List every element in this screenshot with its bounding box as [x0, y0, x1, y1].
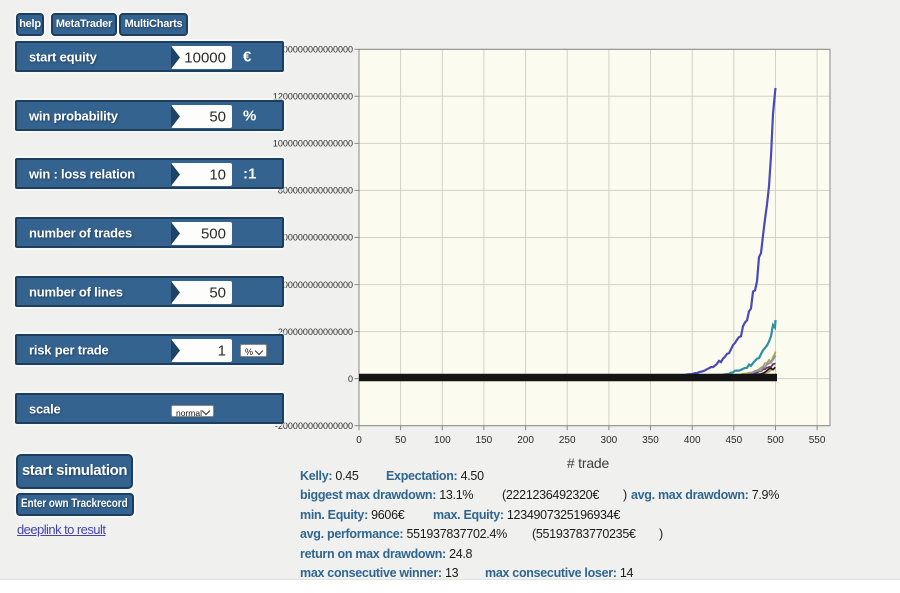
- svg-text:-200000000000000: -200000000000000: [275, 421, 353, 431]
- svg-text:# trade: # trade: [567, 455, 610, 471]
- svg-text:0: 0: [348, 374, 353, 384]
- svg-text:500: 500: [767, 435, 784, 446]
- svg-text:1000000000000000: 1000000000000000: [273, 139, 353, 149]
- svg-text:200: 200: [517, 435, 534, 446]
- svg-text:550: 550: [809, 435, 826, 446]
- svg-text:300: 300: [601, 435, 618, 446]
- svg-text:250: 250: [559, 435, 576, 446]
- svg-text:400000000000000: 400000000000000: [278, 280, 353, 290]
- svg-text:150: 150: [476, 435, 493, 446]
- svg-text:100: 100: [434, 435, 451, 446]
- svg-text:0: 0: [356, 435, 362, 446]
- svg-text:350: 350: [642, 435, 659, 446]
- svg-text:200000000000000: 200000000000000: [278, 327, 353, 337]
- svg-text:450: 450: [725, 435, 742, 446]
- svg-text:600000000000000: 600000000000000: [278, 233, 353, 243]
- svg-text:400: 400: [684, 435, 701, 446]
- svg-text:1200000000000000: 1200000000000000: [273, 92, 353, 102]
- svg-text:50: 50: [395, 435, 407, 446]
- svg-text:800000000000000: 800000000000000: [278, 186, 353, 196]
- svg-text:1400000000000000: 1400000000000000: [273, 45, 353, 55]
